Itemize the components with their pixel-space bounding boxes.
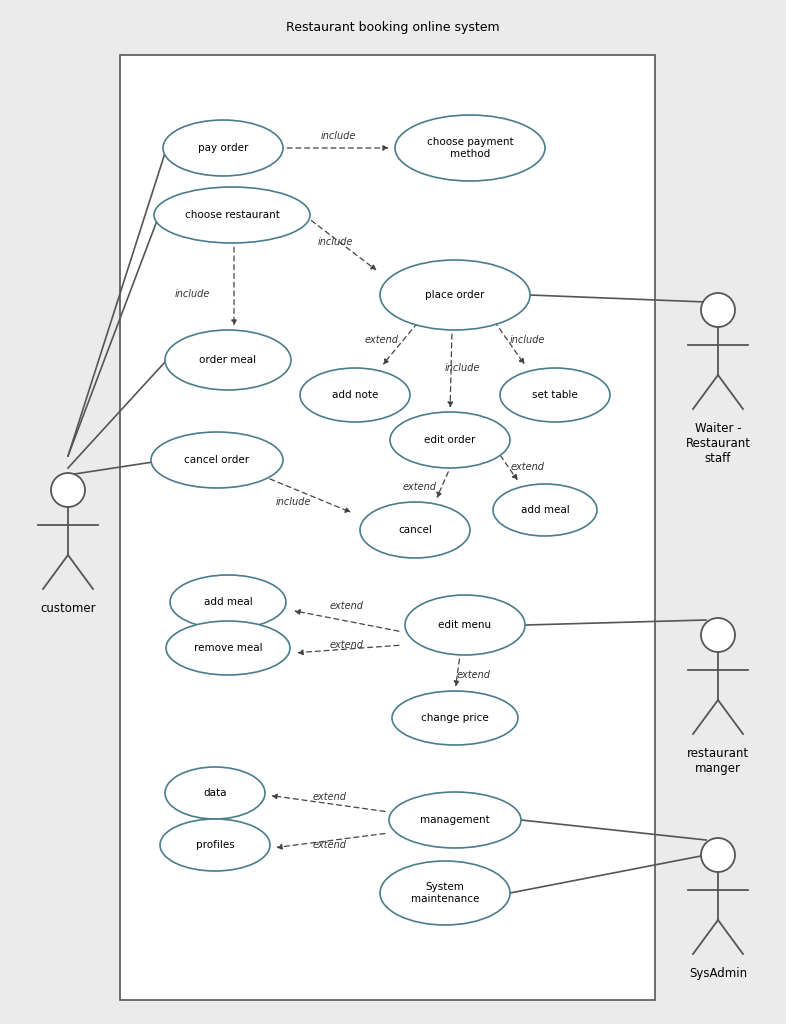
Ellipse shape xyxy=(170,575,286,629)
Text: edit menu: edit menu xyxy=(439,620,491,630)
Text: Restaurant booking online system: Restaurant booking online system xyxy=(286,22,500,35)
Text: extend: extend xyxy=(457,670,491,680)
Ellipse shape xyxy=(500,368,610,422)
Ellipse shape xyxy=(160,819,270,871)
Circle shape xyxy=(701,618,735,652)
Text: management: management xyxy=(421,815,490,825)
Text: include: include xyxy=(444,362,479,373)
Text: data: data xyxy=(204,788,226,798)
Text: extend: extend xyxy=(365,335,399,345)
Ellipse shape xyxy=(151,432,283,488)
Text: extend: extend xyxy=(330,601,364,611)
Text: profiles: profiles xyxy=(196,840,234,850)
Text: include: include xyxy=(174,289,210,299)
Text: Waiter -
Restaurant
staff: Waiter - Restaurant staff xyxy=(685,422,751,465)
Text: set table: set table xyxy=(532,390,578,400)
Text: add note: add note xyxy=(332,390,378,400)
Ellipse shape xyxy=(166,621,290,675)
Text: extend: extend xyxy=(330,640,364,650)
Text: cancel: cancel xyxy=(398,525,432,535)
Text: change price: change price xyxy=(421,713,489,723)
Text: edit order: edit order xyxy=(424,435,476,445)
Text: place order: place order xyxy=(425,290,485,300)
Ellipse shape xyxy=(380,260,530,330)
Ellipse shape xyxy=(493,484,597,536)
Text: include: include xyxy=(321,131,356,141)
Text: System
maintenance: System maintenance xyxy=(411,883,479,904)
Ellipse shape xyxy=(165,767,265,819)
Text: add meal: add meal xyxy=(204,597,252,607)
Ellipse shape xyxy=(405,595,525,655)
Ellipse shape xyxy=(165,330,291,390)
Text: cancel order: cancel order xyxy=(185,455,250,465)
Text: SysAdmin: SysAdmin xyxy=(689,967,747,980)
Text: customer: customer xyxy=(40,602,96,615)
Circle shape xyxy=(701,293,735,327)
Text: include: include xyxy=(275,497,310,507)
Ellipse shape xyxy=(380,861,510,925)
Text: choose payment
method: choose payment method xyxy=(427,137,513,159)
Text: choose restaurant: choose restaurant xyxy=(185,210,280,220)
Text: pay order: pay order xyxy=(198,143,248,153)
Ellipse shape xyxy=(392,691,518,745)
Ellipse shape xyxy=(390,412,510,468)
Text: remove meal: remove meal xyxy=(193,643,263,653)
Circle shape xyxy=(51,473,85,507)
Ellipse shape xyxy=(360,502,470,558)
Text: extend: extend xyxy=(511,462,545,472)
Text: extend: extend xyxy=(313,792,347,802)
Circle shape xyxy=(701,838,735,872)
Ellipse shape xyxy=(163,120,283,176)
Ellipse shape xyxy=(300,368,410,422)
Text: extend: extend xyxy=(403,482,437,492)
Text: order meal: order meal xyxy=(200,355,256,365)
Ellipse shape xyxy=(154,187,310,243)
Text: include: include xyxy=(318,237,353,247)
Text: include: include xyxy=(509,335,545,345)
Bar xyxy=(120,55,655,1000)
Text: restaurant
manger: restaurant manger xyxy=(687,746,749,775)
Ellipse shape xyxy=(395,115,545,181)
Text: extend: extend xyxy=(313,840,347,850)
Ellipse shape xyxy=(389,792,521,848)
Text: add meal: add meal xyxy=(520,505,569,515)
